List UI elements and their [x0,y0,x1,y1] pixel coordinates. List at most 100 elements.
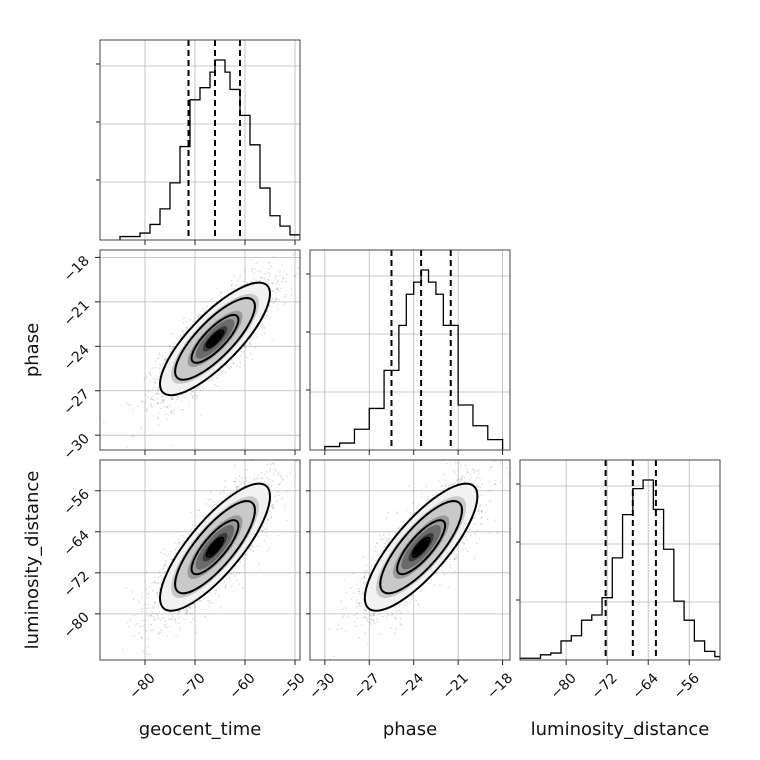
sample-point [275,288,278,291]
sample-point [166,635,168,637]
sample-point [243,269,246,272]
sample-point [169,351,172,353]
sample-point [225,577,228,580]
sample-point [185,609,188,611]
sample-point [156,397,159,400]
sample-point [189,511,192,514]
sample-point [169,397,172,400]
sample-point [153,619,156,621]
sample-point [293,274,295,277]
sample-point [178,616,180,619]
sample-point [151,398,154,401]
sample-point [149,402,152,405]
sample-point [172,398,175,400]
sample-point [293,253,295,256]
sample-point [202,514,205,517]
sample-point [157,632,160,635]
sample-point [197,314,200,317]
histogram-luminosity_distance [520,479,720,660]
sample-point [259,569,262,572]
sample-point [130,435,133,437]
sample-point [147,646,150,649]
sample-point [261,454,263,456]
sample-point [244,344,247,347]
sample-point [278,534,281,537]
sample-point [210,297,213,300]
sample-point [253,337,256,340]
sample-point [263,481,266,484]
sample-point [244,553,247,556]
sample-point [161,398,164,401]
sample-point [144,409,147,412]
sample-point [157,605,160,608]
sample-point [159,575,162,577]
sample-point [168,345,171,348]
sample-point [131,409,134,412]
sample-point [195,395,197,397]
sample-point [254,346,257,349]
sample-point [226,366,229,369]
sample-point [236,488,238,491]
sample-point [238,475,241,477]
sample-point [156,582,159,585]
sample-point [171,398,174,401]
sample-point [266,310,269,313]
sample-point [236,485,239,488]
sample-point [257,473,259,476]
sample-point [131,591,134,593]
sample-point [210,491,213,494]
sample-point [254,332,257,335]
sample-point [169,404,172,407]
sample-point [185,613,188,616]
sample-point [270,499,273,502]
sample-point [196,397,198,400]
sample-point [278,483,280,486]
sample-point [259,276,262,279]
sample-point [144,580,147,582]
sample-point [281,277,284,280]
sample-point [194,606,196,609]
sample-point [125,587,128,589]
sample-point [242,280,245,283]
sample-point [258,279,261,282]
sample-point [150,398,152,401]
sample-point [172,616,174,619]
sample-point [211,508,214,511]
sample-point [196,395,199,397]
sample-point [182,540,185,543]
sample-point [186,611,188,613]
sample-point [232,573,235,575]
sample-point [271,457,273,459]
sample-point [190,621,193,624]
sample-point [178,336,181,338]
sample-point [239,483,241,486]
sample-point [263,326,265,329]
sample-point [157,356,160,359]
histogram-geocent_time [119,59,300,240]
sample-point [242,565,245,568]
sample-point [207,605,210,608]
sample-point [166,418,168,421]
hist-panel-geocent_time [96,39,301,241]
sample-point [198,599,201,602]
sample-point [150,623,153,626]
sample-point [132,597,135,600]
sample-point [145,629,148,632]
sample-point [277,471,279,474]
sample-point [157,617,160,620]
sample-point [248,343,251,345]
sample-point [154,617,157,620]
sample-point [172,346,174,349]
sample-point [200,385,202,388]
sample-point [226,364,229,367]
sample-point [238,571,241,574]
sample-point [164,620,167,623]
sample-point [188,612,191,614]
sample-point [272,480,275,483]
sample-point [164,548,166,550]
sample-point [268,275,271,278]
sample-point [162,354,165,357]
sample-point [200,414,202,417]
sample-point [160,581,162,584]
sample-point [164,358,167,361]
